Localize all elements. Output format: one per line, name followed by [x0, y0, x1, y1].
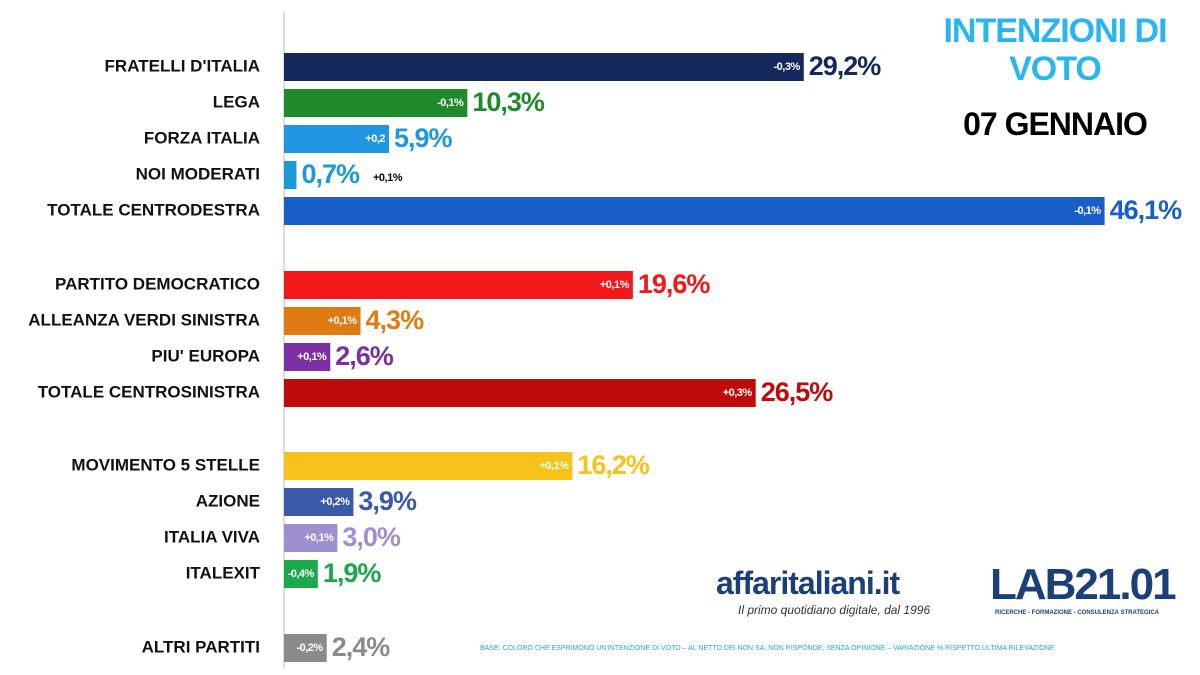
- change-label: +0,1%: [373, 172, 403, 184]
- bar: [284, 452, 573, 480]
- change-label: -0,2%: [296, 642, 323, 654]
- category-label: TOTALE CENTRODESTRA: [47, 200, 260, 219]
- change-label: +0,1%: [304, 532, 334, 544]
- bar: [284, 161, 297, 189]
- category-label: ITALIA VIVA: [164, 527, 260, 546]
- bar: [284, 125, 390, 153]
- value-label: 26,5%: [761, 377, 834, 407]
- value-label: 4,3%: [366, 305, 425, 335]
- bar: [284, 634, 327, 662]
- chart-subtitle: 07 GENNAIO: [963, 106, 1148, 142]
- category-label: LEGA: [213, 92, 260, 111]
- value-label: 46,1%: [1110, 195, 1183, 225]
- category-label: MOVIMENTO 5 STELLE: [71, 455, 260, 474]
- bar: [284, 343, 331, 371]
- value-label: 16,2%: [577, 450, 650, 480]
- value-label: 3,0%: [342, 522, 401, 552]
- value-label: 10,3%: [472, 87, 545, 117]
- category-label: ALTRI PARTITI: [142, 637, 260, 656]
- bar: [284, 307, 361, 335]
- change-label: +0,3%: [723, 387, 753, 399]
- lab-logo: LAB21.01: [990, 560, 1177, 609]
- value-label: 0,7%: [301, 159, 360, 189]
- bar: [284, 379, 756, 407]
- bar: [284, 197, 1105, 225]
- change-label: -0,1%: [1074, 205, 1101, 217]
- bar: [284, 560, 318, 588]
- bar: [284, 488, 354, 516]
- category-label: PIU' EUROPA: [151, 346, 260, 365]
- change-label: +0,2: [365, 133, 385, 145]
- change-label: +0,1%: [600, 279, 630, 291]
- category-label: FRATELLI D'ITALIA: [105, 56, 260, 75]
- change-label: -0,1%: [437, 97, 464, 109]
- value-label: 29,2%: [809, 51, 882, 81]
- value-label: 19,6%: [638, 269, 711, 299]
- value-label: 3,9%: [358, 486, 417, 516]
- footnote: BASE: COLORO CHE ESPRIMONO UN'INTENZIONE…: [480, 645, 1055, 652]
- lab-tagline: RICERCHE - FORMAZIONE - CONSULENZA STRAT…: [995, 610, 1159, 616]
- category-label: PARTITO DEMOCRATICO: [55, 274, 260, 293]
- category-label: TOTALE CENTROSINISTRA: [38, 382, 260, 401]
- value-label: 5,9%: [394, 123, 453, 153]
- category-label: AZIONE: [196, 491, 260, 510]
- bar: [284, 271, 633, 299]
- brand-logo: affaritaliani.it: [716, 565, 900, 601]
- value-label: 1,9%: [323, 558, 382, 588]
- change-label: -0,4%: [288, 568, 315, 580]
- brand-tagline: Il primo quotidiano digitale, dal 1996: [738, 603, 931, 617]
- change-label: +0,1%: [297, 351, 327, 363]
- change-label: +0,1%: [539, 460, 569, 472]
- bar: [284, 89, 468, 117]
- chart-title: INTENZIONI DI VOTO: [943, 12, 1167, 88]
- category-label: ALLEANZA VERDI SINISTRA: [28, 310, 260, 329]
- category-label: FORZA ITALIA: [144, 128, 260, 147]
- category-label: ITALEXIT: [186, 563, 261, 582]
- value-label: 2,6%: [335, 341, 394, 371]
- change-label: +0,1%: [328, 315, 358, 327]
- category-label: NOI MODERATI: [136, 164, 260, 183]
- value-label: 2,4%: [332, 632, 391, 662]
- bar: [284, 53, 804, 81]
- change-label: -0,3%: [774, 61, 801, 73]
- change-label: +0,2%: [320, 496, 350, 508]
- bar: [284, 524, 338, 552]
